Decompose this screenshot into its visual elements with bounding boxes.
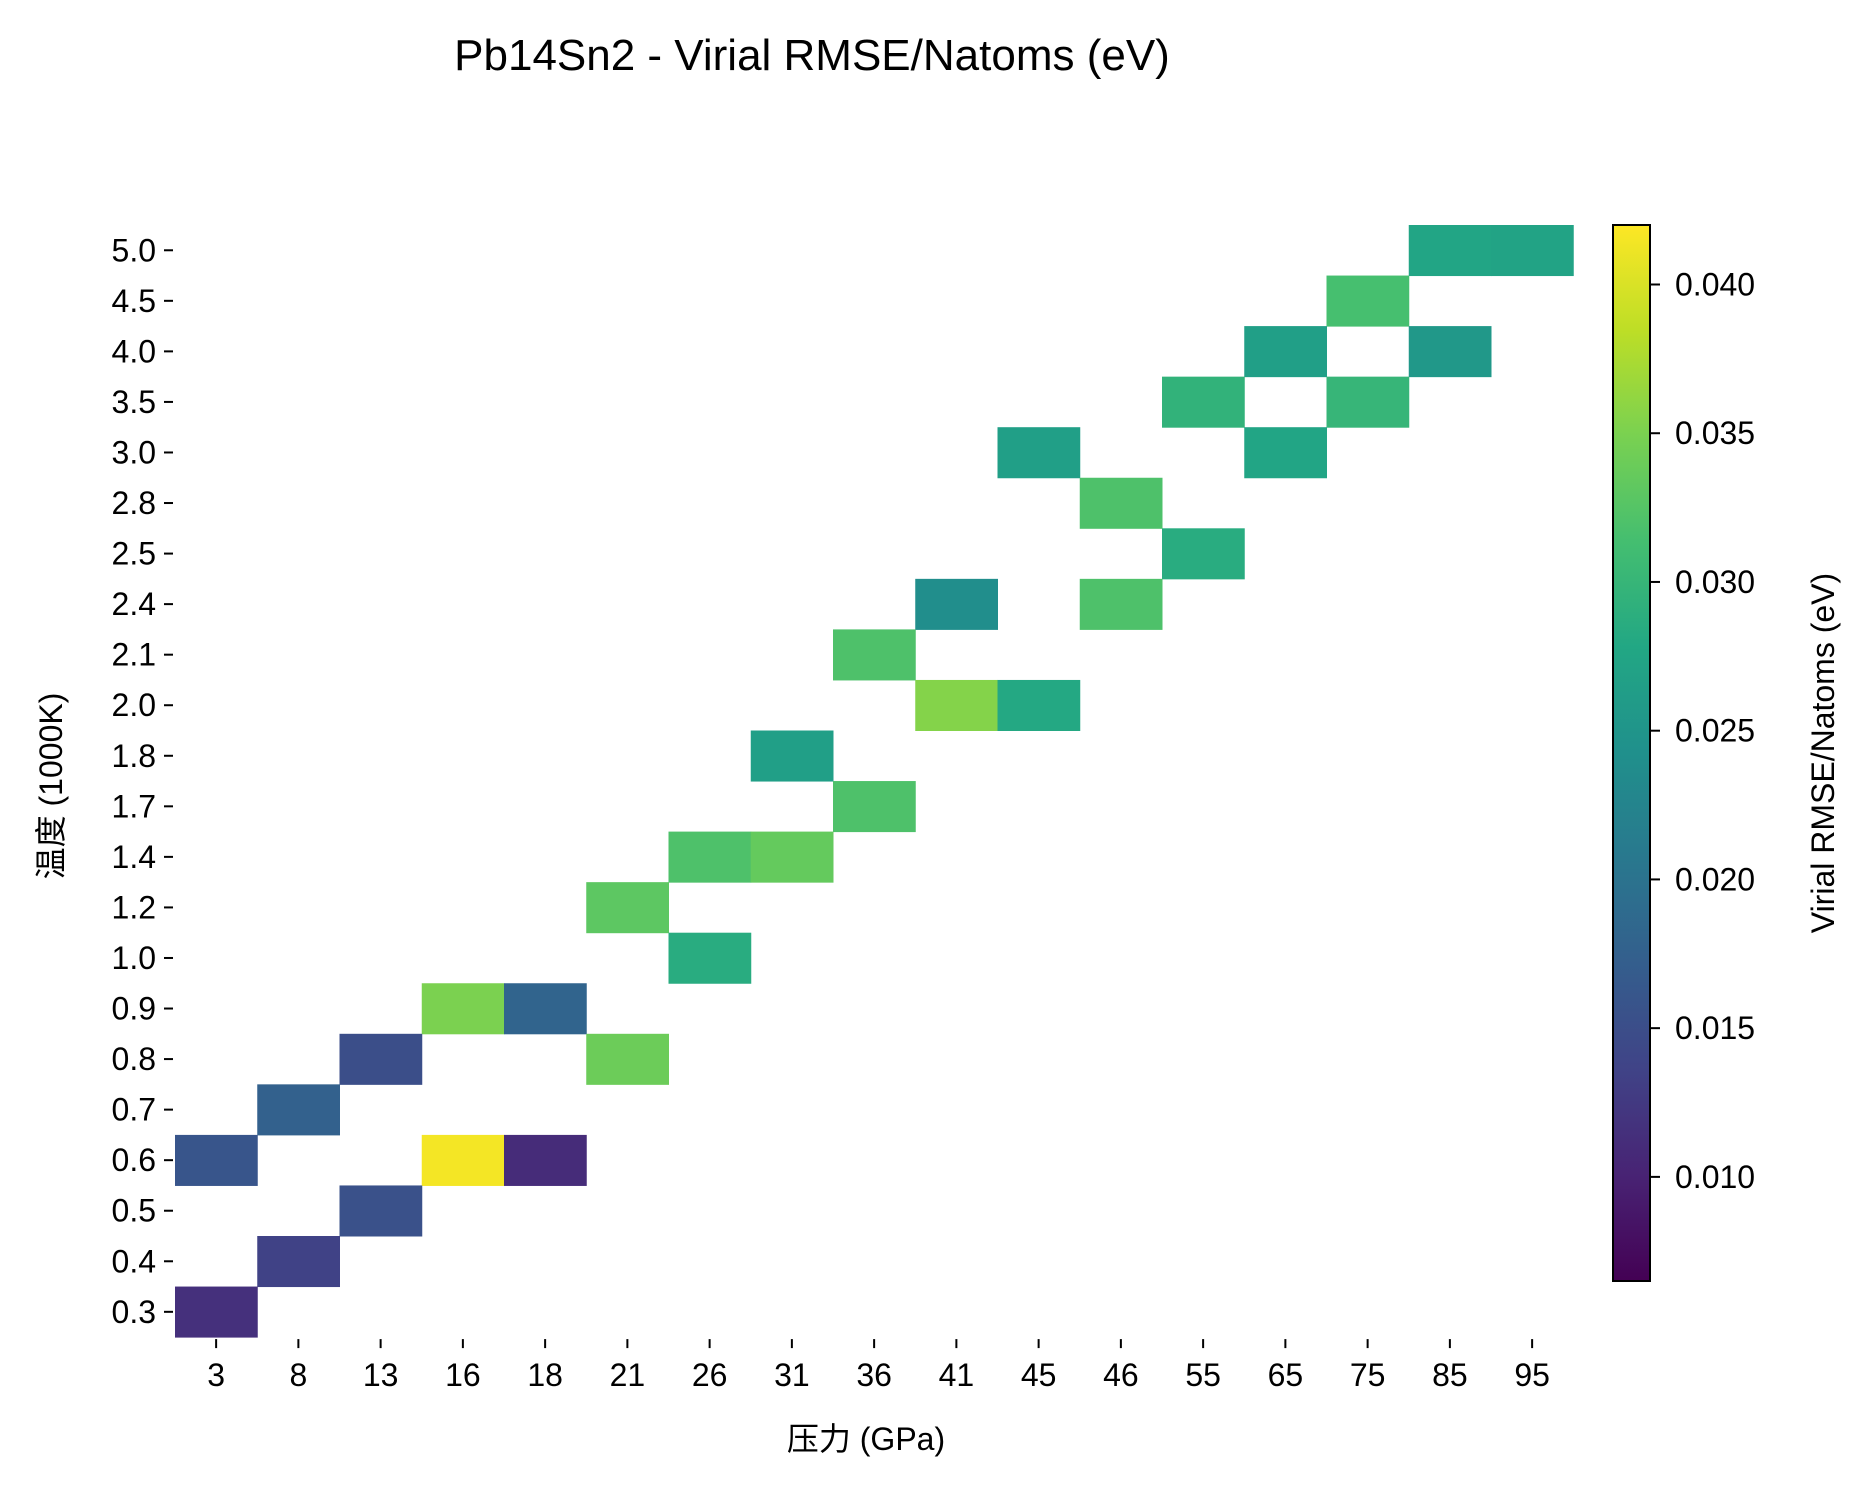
heatmap-cell [339, 1185, 423, 1237]
colorbar-tick-label: 0.015 [1675, 1010, 1755, 1046]
heatmap-cell [750, 831, 834, 883]
heatmap-cell [915, 578, 998, 630]
y-tick-label: 0.5 [112, 1193, 156, 1229]
heatmap-cell [504, 983, 587, 1035]
y-tick-label: 2.1 [112, 637, 156, 673]
x-axis: 3 8 13 16 18 21 26 31 36 41 45 46 55 65 75 85 95 [207, 1339, 1550, 1393]
heatmap-cell [421, 983, 505, 1035]
y-tick-label: 2.0 [112, 687, 156, 723]
heatmap-cell [1162, 376, 1245, 428]
x-tick-label: 31 [774, 1357, 810, 1393]
x-tick-label: 95 [1514, 1357, 1550, 1393]
y-tick-label: 1.8 [112, 738, 156, 774]
x-tick-label: 13 [363, 1357, 399, 1393]
heatmap-cell [257, 1084, 340, 1136]
heatmap-cell [175, 1286, 258, 1338]
colorbar-tick-label: 0.040 [1675, 266, 1755, 302]
heatmap-cell [421, 1134, 505, 1186]
y-tick-label: 1.7 [112, 788, 156, 824]
heatmap-cell [833, 781, 916, 833]
y-tick-label: 0.6 [112, 1142, 156, 1178]
heatmap-cell [833, 629, 916, 681]
y-tick-label: 4.5 [112, 283, 156, 319]
x-tick-label: 21 [610, 1357, 646, 1393]
colorbar-ticks: 0.010 0.015 0.020 0.025 0.030 0.035 0.040 [1650, 266, 1755, 1195]
heatmap-cell [1079, 477, 1163, 529]
colorbar-tick-label: 0.025 [1675, 713, 1755, 749]
colorbar-tick-label: 0.035 [1675, 415, 1755, 451]
heatmap-cell [586, 1033, 669, 1085]
colorbar-tick-label: 0.010 [1675, 1159, 1755, 1195]
heatmap-cell [750, 730, 834, 782]
heatmap-cell [339, 1033, 423, 1085]
heatmap-cell [1326, 376, 1410, 428]
heatmap-cell [1244, 326, 1327, 378]
y-tick-label: 2.8 [112, 485, 156, 521]
x-tick-label: 3 [207, 1357, 225, 1393]
heatmap-cell [1244, 427, 1327, 479]
x-tick-label: 55 [1185, 1357, 1221, 1393]
heatmap-cell [175, 1134, 258, 1186]
heatmap-cell [997, 427, 1081, 479]
y-tick-label: 3.5 [112, 384, 156, 420]
heatmap-cell [1079, 578, 1163, 630]
y-tick-label: 0.3 [112, 1294, 156, 1330]
y-tick-label: 1.4 [112, 839, 156, 875]
heatmap-cell [586, 882, 669, 934]
heatmap-cell [504, 1134, 587, 1186]
y-tick-label: 0.4 [112, 1243, 156, 1279]
chart-title: Pb14Sn2 - Virial RMSE/Natoms (eV) [454, 31, 1170, 80]
x-tick-label: 41 [939, 1357, 975, 1393]
heatmap-cell [1491, 225, 1574, 277]
colorbar-label: Virial RMSE/Natoms (eV) [1805, 573, 1841, 933]
colorbar-tick-label: 0.020 [1675, 861, 1755, 897]
y-tick-label: 2.4 [112, 586, 156, 622]
x-tick-label: 16 [445, 1357, 481, 1393]
x-tick-label: 8 [289, 1357, 307, 1393]
y-tick-label: 2.5 [112, 536, 156, 572]
y-tick-label: 1.2 [112, 889, 156, 925]
y-tick-label: 4.0 [112, 333, 156, 369]
x-tick-label: 75 [1350, 1357, 1386, 1393]
colorbar-gradient [1612, 224, 1651, 1282]
heatmap-cell [997, 679, 1081, 731]
heatmap-cell [668, 932, 752, 984]
y-tick-label: 0.9 [112, 991, 156, 1027]
x-axis-label: 压力 (GPa) [787, 1421, 945, 1457]
heatmap-cell [1408, 326, 1492, 378]
heatmap-cell [668, 831, 752, 883]
y-tick-label: 0.8 [112, 1041, 156, 1077]
x-tick-label: 46 [1103, 1357, 1139, 1393]
x-tick-label: 45 [1021, 1357, 1057, 1393]
heatmap-cell [1162, 528, 1245, 580]
y-axis: 5.0 4.5 4.0 3.5 3.0 2.8 2.5 2.4 2.1 2.0 1.8 1.7 1.4 1… [112, 232, 173, 1330]
y-axis-label: 温度 (1000K) [33, 693, 69, 880]
x-tick-label: 18 [527, 1357, 563, 1393]
heatmap-cell [257, 1236, 340, 1288]
heatmap-cell [915, 679, 998, 731]
y-tick-label: 0.7 [112, 1092, 156, 1128]
heatmap-cell [1326, 275, 1410, 327]
x-tick-label: 85 [1432, 1357, 1468, 1393]
x-tick-label: 36 [856, 1357, 892, 1393]
heatmap-cells [175, 225, 1574, 1338]
y-tick-label: 5.0 [112, 232, 156, 268]
x-tick-label: 26 [692, 1357, 728, 1393]
colorbar: 0.010 0.015 0.020 0.025 0.030 0.035 0.040 Viri… [1612, 224, 1841, 1282]
colorbar-tick-label: 0.030 [1675, 564, 1755, 600]
x-tick-label: 65 [1268, 1357, 1304, 1393]
y-tick-label: 3.0 [112, 434, 156, 470]
heatmap-cell [1408, 225, 1492, 277]
y-tick-label: 1.0 [112, 940, 156, 976]
